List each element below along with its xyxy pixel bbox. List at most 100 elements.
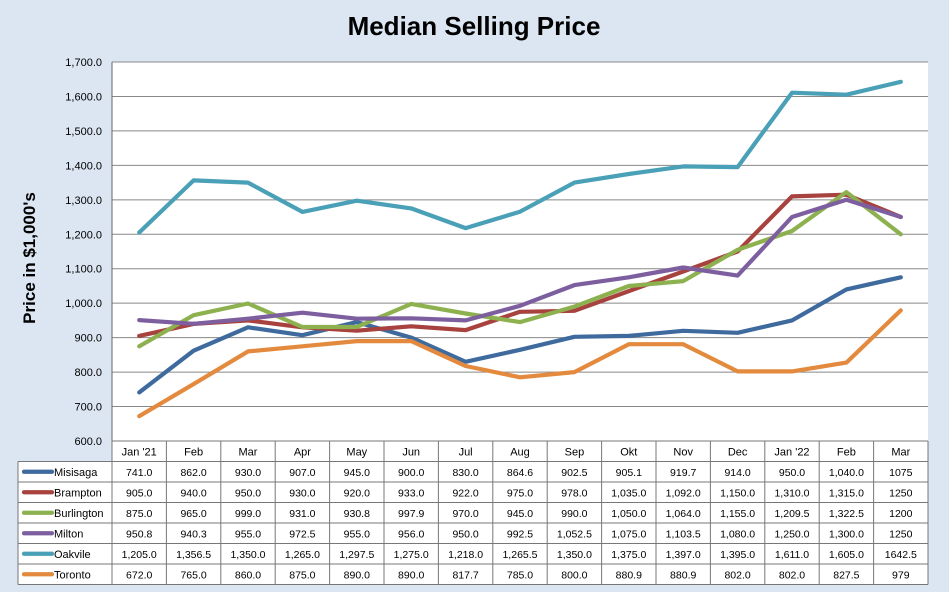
series-line-toronto: [137, 308, 903, 419]
data-label: 975.0: [507, 488, 533, 500]
data-label: 1,155.0: [720, 508, 755, 520]
y-tick-label: 1,400.0: [65, 160, 102, 172]
data-label: 1,035.0: [611, 488, 646, 500]
data-label: 830.0: [452, 467, 478, 479]
table-header: [112, 441, 928, 462]
data-label: 1,209.5: [774, 508, 809, 520]
x-tick-label: Jan '21: [122, 447, 157, 459]
data-label: 950.0: [235, 488, 261, 500]
y-axis-ticks: 600.0 700.0 800.0 900.0 1,000.0 1,100.0 1,200.…: [65, 57, 102, 448]
y-tick-label: 700.0: [74, 402, 102, 414]
x-tick-label: Sep: [565, 447, 585, 459]
data-label: 802.0: [724, 570, 750, 582]
series-line-oakvile: [137, 79, 903, 235]
data-label: 1250: [889, 529, 913, 541]
legend-entry: Misisaga: [54, 467, 98, 479]
data-label: 1075: [889, 467, 913, 479]
data-label: 1,150.0: [720, 488, 755, 500]
data-label: 933.0: [398, 488, 424, 500]
data-label: 1,265.0: [285, 549, 320, 561]
data-label: 1,052.5: [557, 529, 592, 541]
data-label: 978.0: [561, 488, 587, 500]
x-tick-label: Feb: [184, 447, 203, 459]
data-label: 880.9: [670, 570, 696, 582]
data-label: 1,375.0: [611, 549, 646, 561]
data-label: 864.6: [507, 467, 533, 479]
data-label: 1,300.0: [829, 529, 864, 541]
data-label: 827.5: [833, 570, 859, 582]
data-label: 890.0: [344, 570, 370, 582]
data-label: 970.0: [452, 508, 478, 520]
data-label: 905.1: [616, 467, 642, 479]
legend-entry: Toronto: [54, 570, 91, 582]
x-tick-label: Mar: [239, 447, 258, 459]
data-label: 950.0: [452, 529, 478, 541]
data-label: 1642.5: [885, 549, 917, 561]
x-tick-label: Feb: [837, 447, 856, 459]
data-label: 1,315.0: [829, 488, 864, 500]
legend-entry: Burlington: [54, 508, 104, 520]
data-label: 930.0: [289, 488, 315, 500]
data-label: 914.0: [724, 467, 750, 479]
data-label: 890.0: [398, 570, 424, 582]
data-label: 1,322.5: [829, 508, 864, 520]
series-lines: [137, 79, 903, 419]
y-tick-label: 1,300.0: [65, 195, 102, 207]
data-label: 940.3: [180, 529, 206, 541]
data-label: 1,103.5: [666, 529, 701, 541]
legend-entry: Milton: [54, 529, 83, 541]
data-label: 1,040.0: [829, 467, 864, 479]
data-label: 955.0: [344, 529, 370, 541]
data-label: 1,250.0: [774, 529, 809, 541]
x-tick-label: Apr: [294, 447, 311, 459]
y-tick-label: 1,700.0: [65, 57, 102, 69]
y-tick-label: 800.0: [74, 367, 102, 379]
data-label: 1,350.0: [557, 549, 592, 561]
y-tick-label: 1,600.0: [65, 91, 102, 103]
data-label: 860.0: [235, 570, 261, 582]
data-label: 902.5: [561, 467, 587, 479]
y-tick-label: 1,100.0: [65, 264, 102, 276]
data-label: 1,395.0: [720, 549, 755, 561]
data-label: 945.0: [344, 467, 370, 479]
data-label: 862.0: [180, 467, 206, 479]
data-label: 1,275.0: [394, 549, 429, 561]
plot-area: [112, 62, 928, 441]
data-label: 765.0: [180, 570, 206, 582]
data-label: 875.0: [126, 508, 152, 520]
y-tick-label: 600.0: [74, 436, 102, 448]
data-label: 930.0: [235, 467, 261, 479]
data-label: 930.8: [344, 508, 370, 520]
x-tick-label: Dec: [728, 447, 748, 459]
data-label: 920.0: [344, 488, 370, 500]
data-label: 1,075.0: [611, 529, 646, 541]
data-label: 999.0: [235, 508, 261, 520]
data-label: 907.0: [289, 467, 315, 479]
data-label: 931.0: [289, 508, 315, 520]
data-label: 919.7: [670, 467, 696, 479]
data-label: 1,356.5: [176, 549, 211, 561]
x-tick-label: Okt: [620, 447, 637, 459]
data-label: 880.9: [616, 570, 642, 582]
series-line-brampton: [137, 192, 903, 338]
data-label: 900.0: [398, 467, 424, 479]
data-label: 672.0: [126, 570, 152, 582]
y-tick-label: 1,200.0: [65, 229, 102, 241]
data-label: 1,310.0: [774, 488, 809, 500]
x-tick-label: Jun: [402, 447, 420, 459]
chart-title: Median Selling Price: [348, 11, 601, 41]
x-tick-label: May: [346, 447, 367, 459]
legend-entry: Brampton: [54, 488, 102, 500]
data-label: 940.0: [180, 488, 206, 500]
data-label: 1,050.0: [611, 508, 646, 520]
data-label: 972.5: [289, 529, 315, 541]
data-label: 1,064.0: [666, 508, 701, 520]
data-label: 945.0: [507, 508, 533, 520]
data-label: 997.9: [398, 508, 424, 520]
data-label: 1,397.0: [666, 549, 701, 561]
data-label: 802.0: [779, 570, 805, 582]
legend-entry: Oakvile: [54, 549, 91, 561]
data-label: 1200: [889, 508, 913, 520]
data-label: 956.0: [398, 529, 424, 541]
